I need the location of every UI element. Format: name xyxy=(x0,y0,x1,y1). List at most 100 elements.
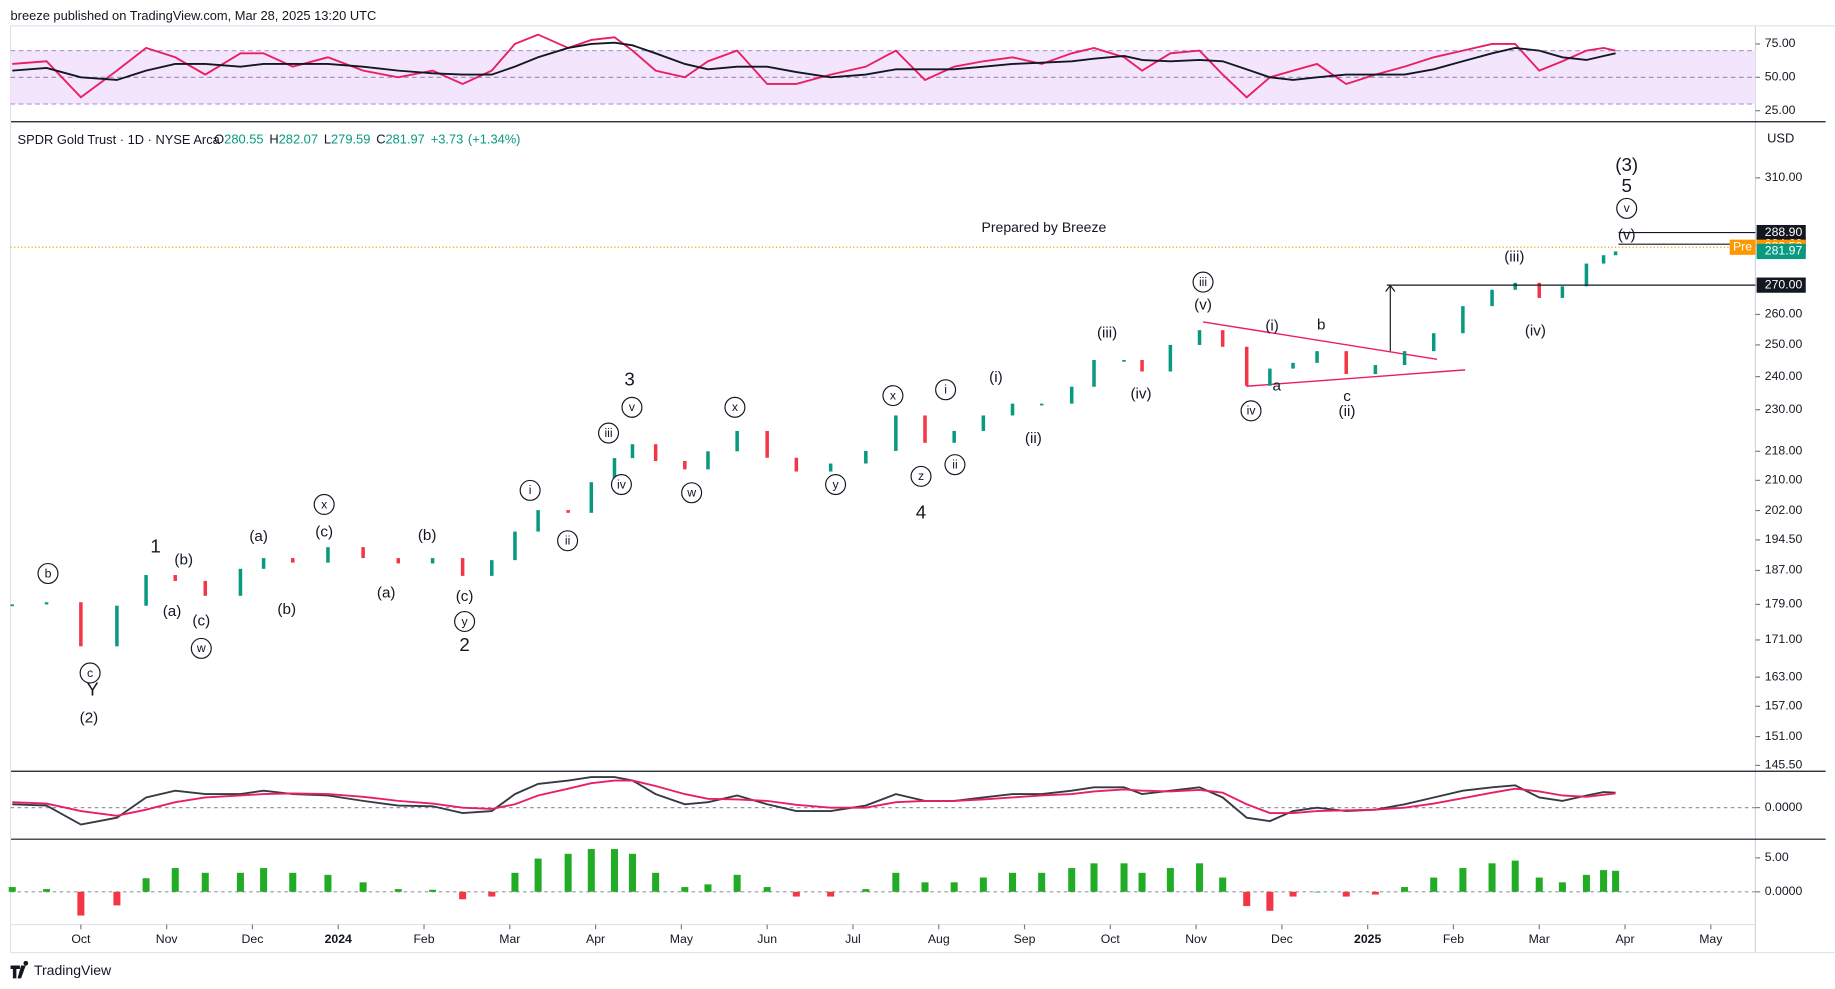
price-bar xyxy=(1613,251,1618,256)
y-tick-label: 0.0000 xyxy=(1765,800,1803,814)
histogram-bar xyxy=(1342,891,1350,897)
wave-label: i xyxy=(529,483,532,497)
histogram-bar xyxy=(827,891,835,897)
histogram-bar xyxy=(1612,870,1620,892)
trend-line xyxy=(1202,321,1438,361)
wave-label: ii xyxy=(565,534,570,548)
price-bar xyxy=(460,558,465,576)
watermark: Prepared by Breeze xyxy=(981,219,1106,235)
x-tick-label: 2025 xyxy=(1354,932,1381,946)
y-tick-label: 240.00 xyxy=(1765,369,1803,383)
histogram-bar xyxy=(359,882,367,892)
price-bar xyxy=(1291,362,1295,369)
price-bar xyxy=(864,450,868,464)
price-bar xyxy=(1601,255,1606,264)
y-tick-label: 0.0000 xyxy=(1765,884,1803,898)
wave-label: (ii) xyxy=(1339,403,1356,420)
wave-label: w xyxy=(686,486,696,500)
x-tick-label: Oct xyxy=(1101,932,1121,946)
wave-label: iv xyxy=(617,477,627,491)
price-bar xyxy=(536,510,540,532)
currency[interactable]: USD xyxy=(1767,131,1794,146)
histogram-bar xyxy=(1582,874,1590,892)
wave-label: (i) xyxy=(1265,318,1279,335)
price-bar xyxy=(115,605,119,647)
wave-label: z xyxy=(918,469,924,483)
price-bar xyxy=(1402,351,1407,366)
histogram-bar xyxy=(171,868,179,892)
wave-label: x xyxy=(890,388,896,402)
wave-circle xyxy=(557,530,579,552)
wave-circle xyxy=(724,396,746,418)
wave-label: b xyxy=(1317,316,1325,333)
value: 281.97 xyxy=(386,132,425,147)
wave-label: i xyxy=(944,383,947,397)
price-bar xyxy=(1461,306,1465,334)
price-bar xyxy=(653,444,658,461)
price-bar xyxy=(490,560,494,576)
y-tick-label: 171.00 xyxy=(1765,632,1803,646)
x-tick-label: Nov xyxy=(156,932,179,946)
histogram-bar xyxy=(892,872,900,892)
wave-label: (v) xyxy=(1618,226,1636,243)
histogram-bar xyxy=(1488,863,1496,892)
price-bar xyxy=(1268,368,1272,386)
wave-label: (c) xyxy=(192,612,210,629)
price-bar xyxy=(513,531,517,561)
wave-label: (i) xyxy=(989,369,1003,386)
wave-circle xyxy=(825,474,847,496)
wave-circle xyxy=(190,637,212,659)
drawings xyxy=(1202,284,1466,387)
price-bar xyxy=(1537,282,1541,298)
x-tick-label: Aug xyxy=(928,932,950,946)
y-tick-label: 75.00 xyxy=(1765,36,1796,50)
price-bar xyxy=(894,415,898,451)
price-bar xyxy=(706,451,710,470)
histogram-bar xyxy=(201,872,209,892)
price-bar xyxy=(1244,346,1249,386)
histogram-bar xyxy=(1289,891,1297,897)
histogram-bar xyxy=(77,891,85,916)
footer-text: TradingView xyxy=(34,962,112,978)
wave-label: (ii) xyxy=(1025,430,1042,447)
histogram-bar xyxy=(289,872,297,892)
price-bar xyxy=(612,458,617,483)
price-bar xyxy=(1560,286,1565,298)
histogram-bar xyxy=(1068,868,1076,892)
price-label: 281.97 xyxy=(1765,244,1803,258)
wave-label: 3 xyxy=(624,368,634,389)
histogram-bar xyxy=(1120,863,1128,892)
x-tick-label: May xyxy=(670,932,694,946)
wave-label: c xyxy=(87,666,93,680)
price-bar xyxy=(1490,289,1494,307)
y-tick-label: 187.00 xyxy=(1765,563,1803,577)
price-bar xyxy=(735,430,739,452)
logo xyxy=(10,960,29,979)
x-tick-label: May xyxy=(1699,932,1723,946)
wave-circle xyxy=(882,385,904,407)
wave-circle xyxy=(519,479,541,501)
wave-label: (iv) xyxy=(1525,322,1546,339)
histogram-bar xyxy=(862,889,870,892)
price-bar xyxy=(1373,365,1378,375)
price-bar xyxy=(1122,359,1126,362)
wave-circle xyxy=(935,379,957,401)
y-tick-label: 25.00 xyxy=(1765,103,1796,117)
price-bar xyxy=(44,602,49,605)
wave-circle xyxy=(313,493,335,515)
y-tick-label: 210.00 xyxy=(1765,473,1803,487)
price-bar xyxy=(952,430,956,443)
histogram-bar xyxy=(1313,891,1321,893)
wave-label: (iv) xyxy=(1130,385,1151,402)
histogram-bar xyxy=(1266,891,1274,911)
price-bar xyxy=(1220,330,1225,347)
wave-circle xyxy=(610,474,632,496)
price-bar xyxy=(1092,359,1096,387)
wave-label: (v) xyxy=(1194,297,1212,314)
label: H xyxy=(269,132,278,147)
price-bar xyxy=(1344,351,1348,375)
wave-circle xyxy=(1616,197,1638,219)
price-bar xyxy=(1315,351,1319,363)
histogram-bar xyxy=(1600,870,1608,892)
